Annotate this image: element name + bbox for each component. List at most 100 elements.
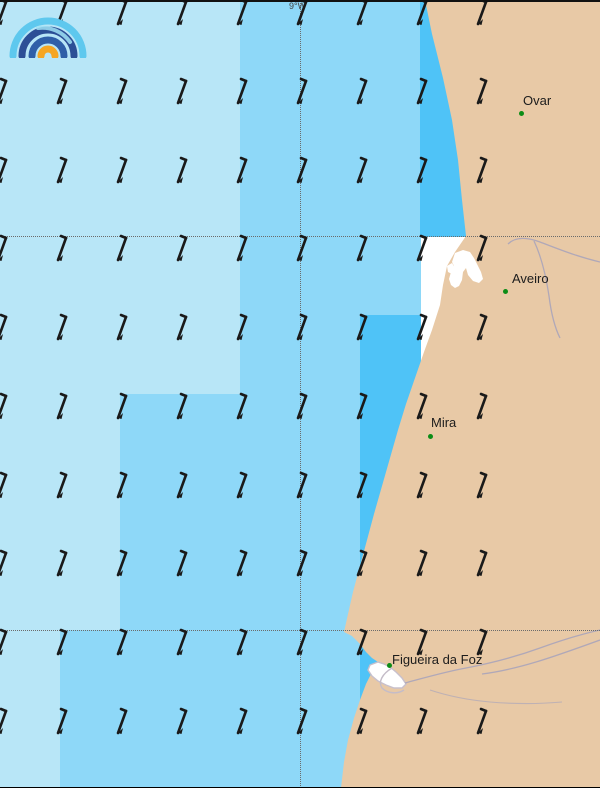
wind-speed-cell [240,551,301,631]
wind-speed-cell [300,0,361,80]
wind-barb [476,471,488,499]
city-marker-dot[interactable] [503,289,508,294]
wind-barb [296,234,308,262]
wind-speed-cell [180,236,241,316]
wind-barb [236,77,248,105]
wind-barb [116,313,128,341]
wind-barb [296,77,308,105]
wind-barb [296,156,308,184]
wind-barb [116,392,128,420]
wind-barb [356,156,368,184]
wind-speed-cell [0,236,61,316]
wind-speed-cell [180,630,241,710]
wind-barb [476,234,488,262]
logo-arc-inner [28,36,68,60]
wind-barb [236,234,248,262]
wind-speed-cell [120,0,181,80]
windguru-rainbow-logo[interactable] [8,12,88,60]
wind-speed-cell [0,394,61,474]
wind-speed-cell [300,630,361,710]
river-north [507,237,600,263]
wind-barb [476,549,488,577]
wind-barb [236,549,248,577]
wind-barb [0,77,8,104]
city-label[interactable]: Aveiro [512,271,549,286]
wind-barb [476,628,488,656]
city-marker-dot[interactable] [519,111,524,116]
wind-barb [116,234,128,262]
city-label[interactable]: Figueira da Foz [392,652,483,667]
wind-barb [476,313,488,341]
wind-speed-cell [60,709,121,787]
wind-barb [476,707,488,735]
wind-speed-cell [60,315,121,395]
city-marker-dot[interactable] [428,434,433,439]
city-label[interactable]: Ovar [523,93,552,108]
wind-speed-cell [120,157,181,237]
wind-barb [356,77,368,105]
wind-barb [416,234,428,262]
wind-speed-cell [300,78,361,159]
wind-barb [356,392,368,420]
wind-speed-cell [120,315,181,395]
wind-barb [416,628,428,656]
wind-barb [0,156,8,183]
wind-barb [296,628,308,656]
wind-barb [236,628,248,656]
city-marker-dot[interactable] [387,663,392,668]
wind-barb [56,392,68,420]
wind-speed-cell [240,157,301,237]
river-south-tributary [429,689,563,705]
wind-barb [0,313,8,340]
wind-barb [356,628,368,656]
longitude-label: 9°W [289,1,307,11]
wind-speed-cell [180,472,241,553]
wind-barb [176,471,188,499]
wind-barb [296,313,308,341]
wind-barb [56,313,68,341]
wind-barb [476,392,488,420]
wind-barb [116,77,128,105]
wind-speed-cell [0,472,61,553]
wind-speed-cell [120,78,181,159]
wind-speed-cell [240,709,301,787]
wind-barb [236,392,248,420]
wind-speed-cell [240,394,301,474]
wind-barb [176,156,188,184]
wind-speed-cell [60,236,121,316]
wind-barb [116,471,128,499]
wind-barb [356,313,368,341]
wind-speed-cell [360,236,421,316]
wind-barb [476,156,488,184]
wind-speed-cell [360,78,421,159]
wind-speed-cell [0,551,61,631]
river-figueira-loop [379,667,405,694]
wind-speed-cell [0,78,61,159]
wind-barb [476,77,488,105]
wind-barb [176,549,188,577]
wind-barb [0,707,8,734]
wind-barb [236,156,248,184]
wind-barb [0,392,8,419]
wind-speed-cell [240,78,301,159]
wind-speed-cell [0,630,61,710]
wind-barb [116,628,128,656]
wind-speed-cell [60,472,121,553]
wind-speed-cell [300,472,361,553]
wind-barb [56,707,68,735]
city-label[interactable]: Mira [431,415,457,430]
wind-speed-cell [300,236,361,316]
wind-speed-cell [180,78,241,159]
wind-barb [236,707,248,735]
wind-speed-cell [180,551,241,631]
wind-speed-cell [120,551,181,631]
wind-speed-cell [180,315,241,395]
wind-speed-cell [120,472,181,553]
wind-speed-cell [180,157,241,237]
wind-speed-cell [0,709,61,787]
logo-arc-outer [9,17,87,60]
wind-speed-cell [240,630,301,710]
river-aveiro-east [533,240,561,339]
wind-speed-cell [120,630,181,710]
